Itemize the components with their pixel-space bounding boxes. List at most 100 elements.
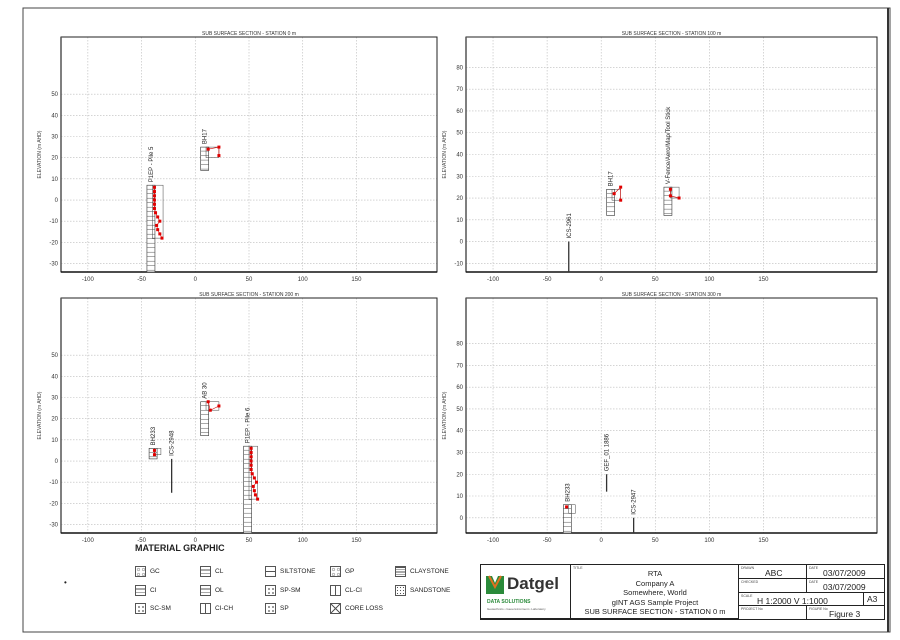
legend-item: CL-CI <box>330 584 362 596</box>
test-result-box <box>152 184 164 239</box>
cpt-test: ICS-2948 <box>170 430 176 493</box>
x-tick-label: 0 <box>600 538 604 544</box>
y-tick-label: 50 <box>456 131 463 137</box>
cpt-test: ICS-2947 <box>632 489 638 533</box>
panel-title: SUB SURFACE SECTION - STATION 300 m <box>622 292 722 298</box>
y-tick-label: -10 <box>49 219 58 225</box>
y-axis-label: ELEVATION (m AHD) <box>37 130 43 178</box>
title-line: gINT AGS Sample Project <box>611 597 699 607</box>
y-tick-label: 70 <box>456 363 463 369</box>
y-tick-label: -10 <box>49 480 58 486</box>
y-tick-label: -20 <box>49 240 58 246</box>
test-result-point <box>249 459 253 463</box>
x-tick-label: -50 <box>137 277 146 283</box>
borehole: P1EP - Pile 5 <box>146 146 164 273</box>
legend-title: MATERIAL GRAPHIC <box>135 543 225 553</box>
panel-title: SUB SURFACE SECTION - STATION 0 m <box>202 31 296 37</box>
test-result-point <box>152 194 156 198</box>
logo-cell: Datgel DATA SOLUTIONS Geotechnics • Geoe… <box>481 565 571 619</box>
x-tick-label: -100 <box>82 538 95 544</box>
drawn-date-cell: DATE 03/07/2009 <box>807 565 884 579</box>
legend-item: OL <box>200 584 224 596</box>
cl-pattern-icon <box>200 565 211 577</box>
test-result-box <box>248 445 258 500</box>
cich-pattern-icon <box>200 602 211 614</box>
test-result-point <box>256 497 260 501</box>
borehole-column <box>563 504 572 534</box>
test-result-point <box>152 448 156 452</box>
scale-cell: SCALE H 1:2000 V 1:1000 <box>739 593 864 606</box>
siltstone-pattern-icon <box>265 565 276 577</box>
date-caption: DATE <box>809 566 819 570</box>
date-caption: DATE <box>809 580 819 584</box>
cpt-test: ICS-2961 <box>567 213 573 272</box>
title-line: SUB SURFACE SECTION - STATION 0 m <box>584 607 726 616</box>
title-line: Somewhere, World <box>623 588 687 597</box>
y-tick-label: 50 <box>51 92 58 98</box>
borehole: V-Fence/Aero/Map/Tool Stick <box>663 106 681 216</box>
spsm-pattern-icon <box>265 584 276 596</box>
sheet-border <box>22 7 891 633</box>
sandstone-pattern-icon <box>395 584 406 596</box>
figure-caption: FIGURE No <box>809 607 828 611</box>
legend-label: OL <box>215 586 224 594</box>
borehole-label: AB 30 <box>203 382 209 399</box>
x-tick-label: 50 <box>652 277 659 283</box>
test-result-point <box>158 232 162 236</box>
borehole-column <box>663 186 673 216</box>
test-result-point <box>217 145 221 149</box>
y-tick-label: 30 <box>51 135 58 141</box>
test-result-point <box>152 206 156 210</box>
bullet-mark: • <box>64 578 67 587</box>
test-result-point <box>249 446 253 450</box>
borehole-label: BH17 <box>203 128 209 144</box>
x-tick-label: -50 <box>137 538 146 544</box>
test-result-point <box>668 187 672 191</box>
y-tick-label: 30 <box>456 450 463 456</box>
x-tick-label: 0 <box>194 277 198 283</box>
y-tick-label: -10 <box>454 261 463 267</box>
legend-label: GP <box>345 567 355 575</box>
test-result-point <box>152 185 156 189</box>
legend-label: GC <box>150 567 160 575</box>
ci-pattern-icon <box>135 584 146 596</box>
x-tick-label: 100 <box>704 277 715 283</box>
test-result-point <box>249 455 253 459</box>
legend-label: CL <box>215 567 224 575</box>
logo-sub: DATA SOLUTIONS <box>487 599 531 605</box>
y-tick-label: -30 <box>49 262 58 268</box>
x-tick-label: 50 <box>246 538 253 544</box>
borehole-label: V-Fence/Aero/Map/Tool Stick <box>666 106 672 184</box>
x-tick-label: 150 <box>758 538 769 544</box>
test-result-point <box>255 480 259 484</box>
y-tick-label: 10 <box>456 494 463 500</box>
datgel-logo: Datgel DATA SOLUTIONS Geotechnics • Geoe… <box>485 571 570 617</box>
gc-pattern-icon <box>135 565 146 577</box>
borehole: BH233 <box>563 483 576 534</box>
y-tick-label: 0 <box>460 516 464 522</box>
figure-number: Figure 3 <box>829 609 861 619</box>
borehole-label: BH233 <box>565 483 571 502</box>
y-tick-label: 40 <box>456 153 463 159</box>
cpt-label: GEF_01 1886 <box>605 433 611 471</box>
test-result-point <box>677 196 681 200</box>
test-result-point <box>158 219 162 223</box>
legend-label: SANDSTONE <box>410 586 451 594</box>
test-result-point <box>217 404 221 408</box>
legend-item: CL <box>200 565 223 577</box>
cpt-test: GEF_01 1886 <box>605 433 611 492</box>
title-line: RTA <box>647 569 663 578</box>
borehole: AB 30 <box>200 382 221 436</box>
test-result-point <box>152 198 156 202</box>
legend-label: CL-CI <box>345 586 362 594</box>
borehole-label: P1EP - Pile 5 <box>149 146 155 182</box>
project-cell: PROJECT No <box>739 606 807 619</box>
x-tick-label: -100 <box>487 538 500 544</box>
y-tick-label: 50 <box>456 407 463 413</box>
x-tick-label: 150 <box>758 277 769 283</box>
y-tick-label: 20 <box>51 156 58 162</box>
test-result-point <box>217 154 221 158</box>
y-tick-label: 20 <box>456 196 463 202</box>
x-tick-label: -100 <box>82 277 95 283</box>
borehole: P1EP - Pile 6 <box>243 407 260 534</box>
